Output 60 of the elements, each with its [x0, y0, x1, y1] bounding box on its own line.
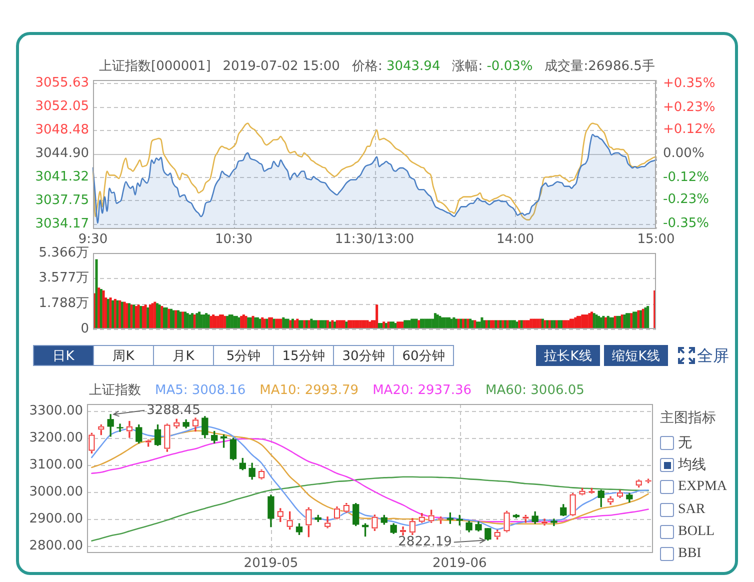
annotation: 3288.45 [146, 402, 200, 418]
y2-tick-label: +0.23% [663, 100, 716, 115]
y-tick-label: 3100.00 [29, 458, 83, 473]
text: 成交量:26986.5手 [544, 59, 655, 74]
text: BBI [678, 546, 702, 562]
y2-tick-label: -0.23% [663, 192, 709, 207]
x-tick-label: 2019-05 [244, 556, 298, 572]
text: 涨幅: -0.03% [452, 59, 533, 74]
text: MA20: 2937.36 [372, 383, 472, 399]
text: MA60: 3006.05 [486, 383, 584, 399]
chart-subtitle: 2019-07-02 15:00 [222, 59, 340, 75]
y-tick-label: 0 [80, 321, 89, 336]
y-tick-label: 3.577万 [38, 270, 89, 286]
y2-tick-label: -0.12% [663, 170, 709, 185]
tab: 30分钟 [333, 345, 394, 366]
y-tick-label: 3200.00 [29, 430, 83, 446]
tab: 周K [93, 345, 154, 366]
chart-title: 上证指数[000001] [99, 59, 211, 75]
text: SAR [678, 502, 706, 518]
y-tick-label: 3044.90 [35, 146, 89, 161]
y-tick-label: 3055.63 [35, 75, 89, 90]
y-tick-label: 3000.00 [29, 484, 83, 500]
text: 均线 [678, 456, 706, 474]
text: MA10: 2993.79 [260, 383, 359, 399]
text: 全屏 [697, 346, 729, 365]
y-tick-label: 3037.75 [35, 192, 89, 208]
x-tick-label: 2019-06 [432, 556, 487, 572]
text: BOLL [678, 524, 715, 540]
button: 缩短K线 [604, 345, 668, 366]
y-tick-label: 5.366万 [38, 245, 89, 260]
text: 主图指标 [660, 410, 716, 426]
x-tick-label: 11:30/13:00 [334, 232, 414, 248]
selected-tab: 日K [33, 345, 94, 366]
text: 上证指数 [89, 383, 141, 399]
tab: 15分钟 [273, 345, 334, 366]
y2-tick-label: -0.35% [663, 216, 709, 231]
y-tick-label: 1.788万 [38, 296, 89, 312]
x-tick-label: 10:30 [215, 232, 252, 248]
y-tick-label: 3048.48 [35, 122, 89, 138]
text: 无 [678, 435, 692, 452]
tab: 月K [153, 345, 214, 366]
y2-tick-label: +0.12% [663, 122, 716, 137]
x-tick-label: 15:00 [637, 232, 675, 248]
y-tick-label: 3052.05 [35, 98, 89, 114]
y-tick-label: 3300.00 [29, 404, 83, 419]
button: 拉长K线 [536, 345, 600, 366]
y-tick-label: 2900.00 [29, 512, 83, 527]
y-tick-label: 2800.00 [29, 538, 83, 554]
y-tick-label: 3034.17 [35, 216, 89, 232]
tab: 60分钟 [393, 345, 454, 366]
y2-tick-label: +0.35% [663, 76, 716, 91]
text: MA5: 3008.16 [155, 383, 246, 399]
text: EXPMA [678, 479, 728, 495]
y2-tick-label: 0.00% [663, 146, 704, 161]
tab: 5分钟 [213, 345, 274, 366]
y-tick-label: 3041.32 [35, 169, 89, 184]
x-tick-label: 14:00 [496, 232, 534, 248]
x-tick-label: 9:30 [78, 232, 108, 248]
annotation: 2822.19 [398, 534, 452, 550]
text: 价格: 3043.94 [352, 59, 440, 74]
